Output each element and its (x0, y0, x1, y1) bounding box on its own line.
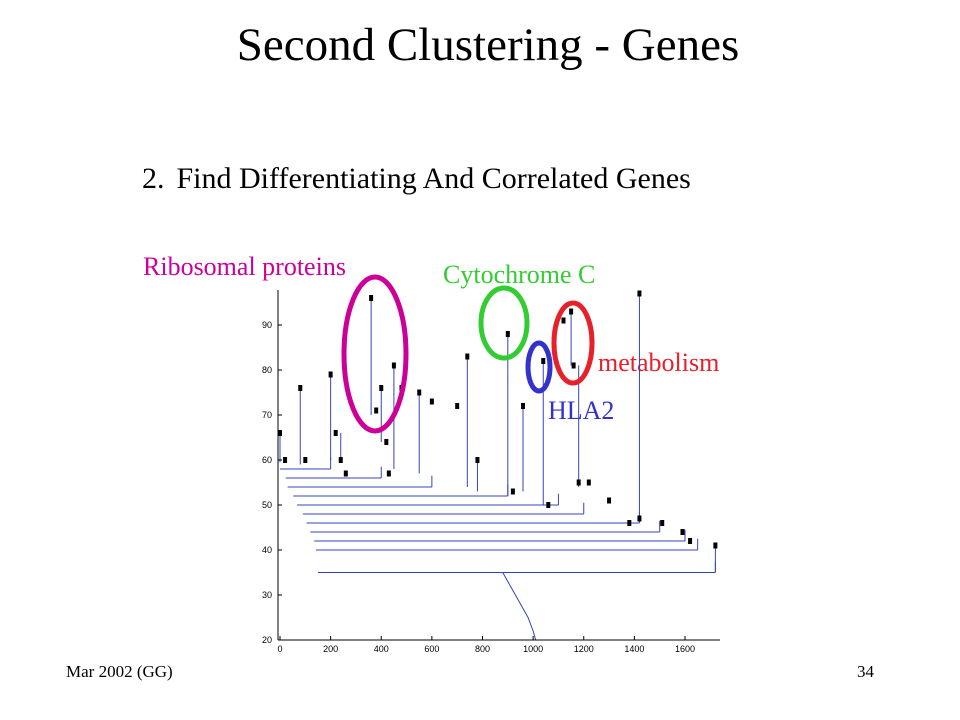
gene-marker (546, 502, 551, 508)
y-tick-label: 30 (262, 590, 272, 600)
subtitle-text: Find Differentiating And Correlated Gene… (176, 162, 691, 195)
x-tick-label: 1600 (675, 644, 695, 654)
x-tick-label: 0 (277, 644, 282, 654)
annotation-ribosomal-proteins: Ribosomal proteins (143, 252, 346, 281)
subtitle-number: 2. (142, 162, 165, 195)
ribosomal-highlight-oval (341, 274, 409, 434)
gene-marker (465, 353, 470, 360)
gene-marker (374, 407, 379, 414)
gene-marker (561, 317, 566, 324)
gene-marker (343, 470, 348, 477)
gene-marker (278, 430, 282, 436)
metabolism-highlight-oval (551, 300, 595, 386)
annotation-cytochrome-c: Cytochrome C (443, 260, 596, 289)
slide-subtitle: 2. Find Differentiating And Correlated Ge… (142, 162, 691, 196)
highlight-ovals (341, 274, 595, 434)
gene-marker (283, 457, 288, 463)
gene-marker (586, 479, 591, 486)
x-tick-label: 1400 (624, 644, 644, 654)
y-tick-label: 40 (262, 545, 272, 555)
gene-marker (386, 470, 391, 477)
y-tick-label: 50 (262, 500, 272, 510)
gene-marker (510, 488, 515, 495)
gene-marker (298, 385, 303, 391)
gene-marker (637, 515, 642, 522)
gene-marker (328, 371, 333, 378)
gene-marker (688, 538, 693, 544)
gene-marker (417, 389, 422, 396)
gene-marker (680, 529, 685, 535)
x-tick-label: 1000 (523, 644, 543, 654)
slide-title: Second Clustering - Genes (236, 19, 740, 71)
y-tick-label: 90 (262, 320, 272, 330)
y-tick-label: 70 (262, 410, 272, 420)
gene-marker (569, 308, 574, 315)
gene-marker (455, 403, 460, 409)
y-tick-label: 20 (262, 635, 272, 645)
gene-marker (607, 497, 612, 504)
chart-axes: 20 30 40 50 60 70 80 90 0 200 400 600 800 1000 1200 140… (262, 290, 720, 654)
dendrogram-lines (279, 293, 716, 641)
x-tick-label: 200 (323, 644, 338, 654)
gene-marker (384, 439, 389, 445)
gene-markers (278, 290, 718, 549)
x-tick-label: 600 (424, 644, 439, 654)
gene-marker (505, 331, 510, 337)
gene-marker (338, 457, 343, 463)
x-tick-label: 800 (475, 644, 490, 654)
gene-marker (713, 542, 718, 549)
gene-marker (627, 520, 632, 526)
hla2-highlight-oval (525, 340, 553, 394)
trunk-staircase (502, 572, 537, 641)
gene-marker (521, 403, 525, 409)
gene-marker (303, 457, 308, 463)
y-tick-label: 80 (262, 365, 272, 375)
gene-marker (576, 479, 581, 486)
page-number: 34 (857, 662, 874, 681)
annotation-metabolism: metabolism (598, 348, 720, 377)
gene-marker (541, 358, 546, 364)
gene-marker (429, 398, 434, 405)
gene-marker (391, 362, 396, 369)
cytochrome-highlight-oval (478, 285, 530, 361)
x-tick-label: 400 (374, 644, 389, 654)
gene-marker (475, 457, 480, 463)
x-tick-label: 1200 (574, 644, 594, 654)
gene-marker (637, 290, 642, 297)
y-tick-label: 60 (262, 455, 272, 465)
footer-date: Mar 2002 (GG) (66, 662, 173, 681)
gene-marker (660, 520, 665, 526)
gene-marker (571, 362, 576, 369)
annotation-hla2: HLA2 (548, 396, 615, 425)
gene-marker (379, 385, 384, 391)
gene-marker (333, 430, 338, 436)
gene-marker (369, 295, 374, 301)
